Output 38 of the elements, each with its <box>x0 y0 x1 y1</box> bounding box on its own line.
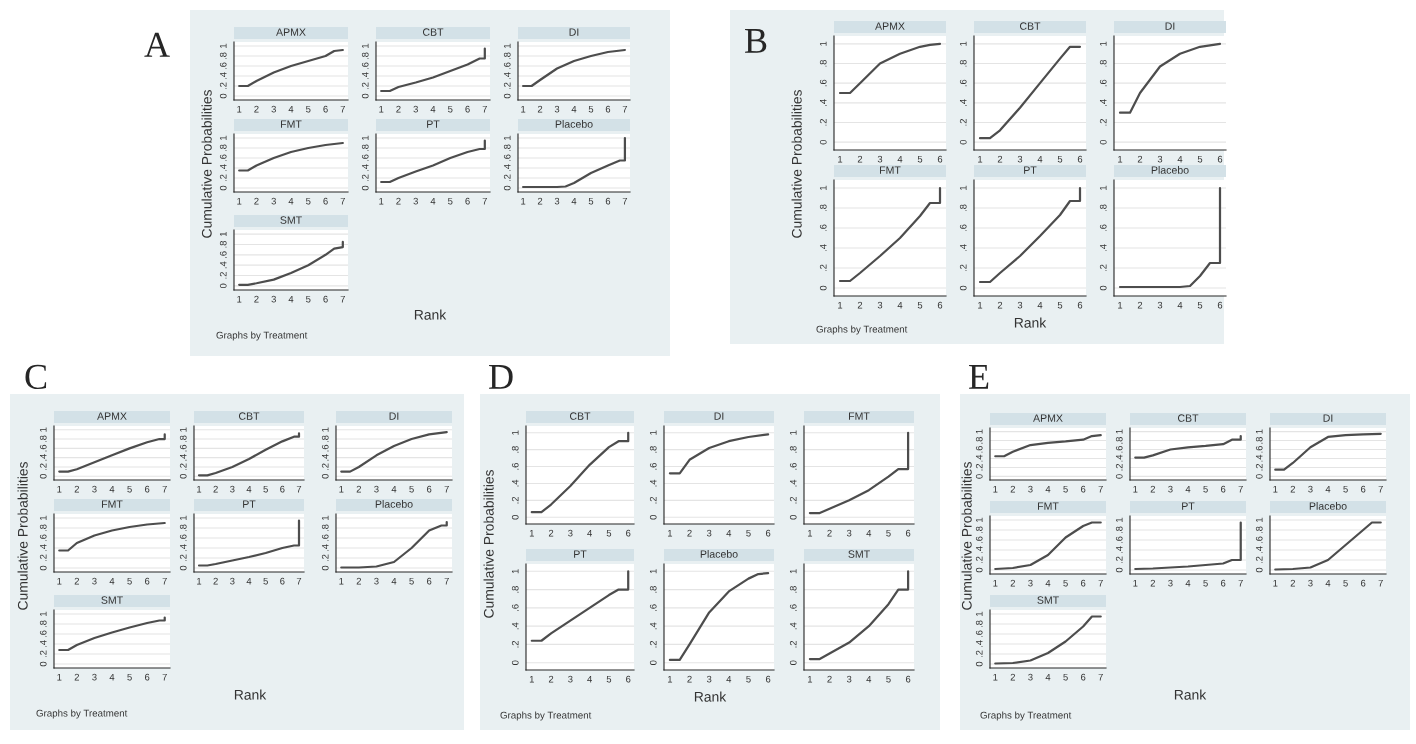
text: B <box>745 29 767 53</box>
line-series <box>808 570 910 661</box>
line-series <box>58 616 166 652</box>
text: C <box>25 364 47 390</box>
line-series <box>521 136 627 189</box>
line-series <box>1118 186 1222 289</box>
line-series <box>530 431 630 514</box>
line-series <box>238 240 344 286</box>
line-series <box>978 186 1082 284</box>
line-series <box>340 520 448 569</box>
line-series <box>994 615 1102 665</box>
line-series <box>668 433 770 475</box>
line-series <box>1118 42 1222 114</box>
line-series <box>58 433 166 473</box>
line-series <box>994 521 1102 571</box>
text: A <box>144 32 170 57</box>
line-series <box>1274 521 1382 571</box>
line-series <box>668 572 770 662</box>
line-series <box>238 48 344 88</box>
line-series <box>838 186 942 283</box>
line-series <box>58 521 166 552</box>
line-series <box>340 430 448 473</box>
line-series <box>1134 521 1242 571</box>
line-series <box>238 141 344 172</box>
line-series <box>197 519 301 567</box>
line-series <box>1274 432 1382 471</box>
line-series <box>380 47 486 93</box>
line-series <box>380 139 486 184</box>
line-series <box>978 45 1082 140</box>
line-series <box>197 432 301 477</box>
text: D <box>489 365 513 389</box>
line-series <box>994 434 1102 458</box>
line-series <box>521 48 627 88</box>
line-series <box>1134 434 1242 459</box>
line-series <box>530 570 630 642</box>
text: E <box>969 365 989 389</box>
line-series <box>808 431 910 515</box>
line-series <box>838 42 942 95</box>
